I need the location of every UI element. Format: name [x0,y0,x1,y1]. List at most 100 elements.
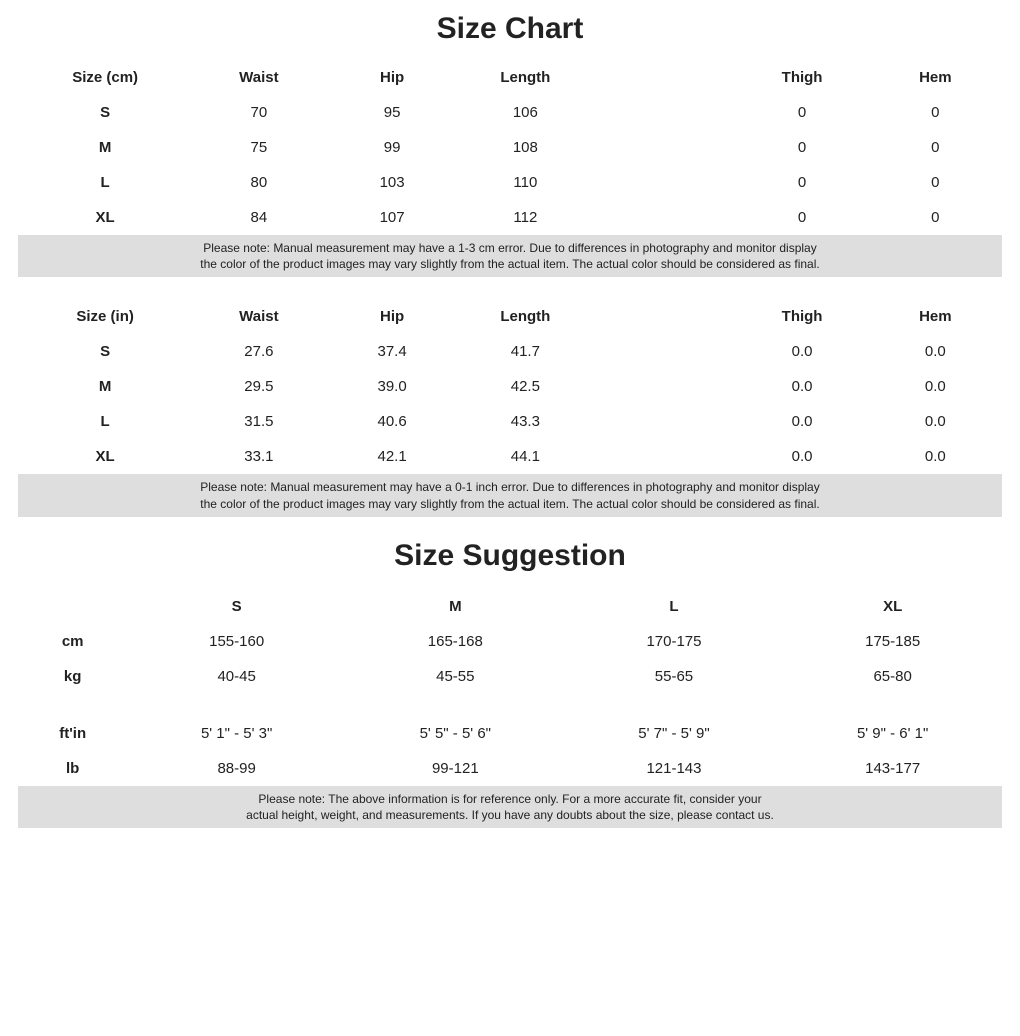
col-waist: Waist [192,299,325,334]
cell: 27.6 [192,334,325,369]
cell: 0 [869,95,1002,130]
cell: 0.0 [869,334,1002,369]
note-line: Please note: Manual measurement may have… [200,480,819,494]
cell: 175-185 [783,624,1002,659]
cell: 0.0 [735,404,868,439]
row-label: ft'in [18,716,127,751]
size-suggestion-table: S M L XL cm155-160165-168170-175175-185 … [18,589,1002,786]
cell: L [18,165,192,200]
cell: 0 [735,95,868,130]
cell: 165-168 [346,624,565,659]
table-row: ft'in5' 1" - 5' 3"5' 5" - 5' 6"5' 7" - 5… [18,716,1002,751]
cell: 40.6 [325,404,458,439]
cell: 5' 9" - 6' 1" [783,716,1002,751]
cell: 5' 1" - 5' 3" [127,716,346,751]
cell: 5' 5" - 5' 6" [346,716,565,751]
col-hem: Hem [869,299,1002,334]
col-length: Length [459,299,592,334]
cell: 43.3 [459,404,592,439]
table-row: cm155-160165-168170-175175-185 [18,624,1002,659]
cell: 55-65 [565,659,784,694]
cell: S [18,334,192,369]
cell: L [18,404,192,439]
col-gap [592,60,736,95]
col-size-xl: XL [783,589,1002,624]
cell: M [18,130,192,165]
col-hem: Hem [869,60,1002,95]
size-chart-cm-note: Please note: Manual measurement may have… [18,235,1002,277]
col-gap [592,299,736,334]
cell: 99-121 [346,751,565,786]
cell: 41.7 [459,334,592,369]
table-header-row: Size (in) Waist Hip Length Thigh Hem [18,299,1002,334]
cell: 155-160 [127,624,346,659]
col-thigh: Thigh [735,60,868,95]
cell: 84 [192,200,325,235]
cell: 0.0 [869,369,1002,404]
row-label: cm [18,624,127,659]
cell: 42.1 [325,439,458,474]
size-suggestion-note: Please note: The above information is fo… [18,786,1002,828]
cell: XL [18,439,192,474]
cell: 121-143 [565,751,784,786]
note-line: actual height, weight, and measurements.… [246,808,774,822]
cell: 31.5 [192,404,325,439]
cell: 42.5 [459,369,592,404]
cell: 0.0 [869,439,1002,474]
cell: M [18,369,192,404]
cell: S [18,95,192,130]
size-suggestion-title: Size Suggestion [18,539,1002,573]
cell: 0 [869,200,1002,235]
cell: 70 [192,95,325,130]
col-thigh: Thigh [735,299,868,334]
table-header-row: S M L XL [18,589,1002,624]
cell: 0.0 [735,334,868,369]
cell: 39.0 [325,369,458,404]
note-line: Please note: The above information is fo… [258,792,761,806]
cell: 75 [192,130,325,165]
cell: 0 [869,165,1002,200]
col-hip: Hip [325,299,458,334]
size-chart-title: Size Chart [18,12,1002,46]
cell: XL [18,200,192,235]
table-row: XL8410711200 [18,200,1002,235]
col-waist: Waist [192,60,325,95]
note-line: the color of the product images may vary… [200,257,819,271]
cell: 40-45 [127,659,346,694]
cell: 80 [192,165,325,200]
table-row: kg40-4545-5555-6565-80 [18,659,1002,694]
table-row: S709510600 [18,95,1002,130]
cell: 108 [459,130,592,165]
size-chart-in-note: Please note: Manual measurement may have… [18,474,1002,516]
size-chart-cm-table: Size (cm) Waist Hip Length Thigh Hem S70… [18,60,1002,235]
col-size: Size (cm) [18,60,192,95]
cell: 45-55 [346,659,565,694]
cell: 95 [325,95,458,130]
cell: 37.4 [325,334,458,369]
cell: 110 [459,165,592,200]
note-line: Please note: Manual measurement may have… [203,241,816,255]
row-label: kg [18,659,127,694]
cell: 107 [325,200,458,235]
col-size-m: M [346,589,565,624]
cell: 0 [869,130,1002,165]
note-line: the color of the product images may vary… [200,497,819,511]
size-chart-in-table: Size (in) Waist Hip Length Thigh Hem S27… [18,299,1002,474]
table-row: S27.637.441.7 0.00.0 [18,334,1002,369]
table-row: M29.539.042.50.00.0 [18,369,1002,404]
cell: 0.0 [735,439,868,474]
cell: 0 [735,165,868,200]
cell: 5' 7" - 5' 9" [565,716,784,751]
cell: 0.0 [869,404,1002,439]
table-row: XL33.142.144.10.00.0 [18,439,1002,474]
table-header-row: Size (cm) Waist Hip Length Thigh Hem [18,60,1002,95]
table-row: L31.540.643.3 0.00.0 [18,404,1002,439]
cell: 0 [735,200,868,235]
col-size-s: S [127,589,346,624]
col-hip: Hip [325,60,458,95]
cell: 0.0 [735,369,868,404]
cell: 170-175 [565,624,784,659]
table-row: L8010311000 [18,165,1002,200]
table-row: M759910800 [18,130,1002,165]
cell: 65-80 [783,659,1002,694]
